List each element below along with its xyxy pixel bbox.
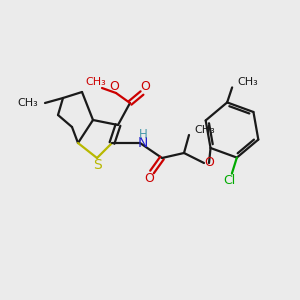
Text: Cl: Cl [224,174,236,187]
Text: O: O [204,157,214,169]
Text: O: O [109,80,119,94]
Text: H: H [139,128,147,140]
Text: S: S [94,158,102,172]
Text: CH₃: CH₃ [237,77,258,87]
Text: CH₃: CH₃ [194,125,215,135]
Text: CH₃: CH₃ [17,98,38,108]
Text: N: N [138,136,148,150]
Text: O: O [144,172,154,185]
Text: O: O [140,80,150,94]
Text: CH₃: CH₃ [85,77,106,87]
